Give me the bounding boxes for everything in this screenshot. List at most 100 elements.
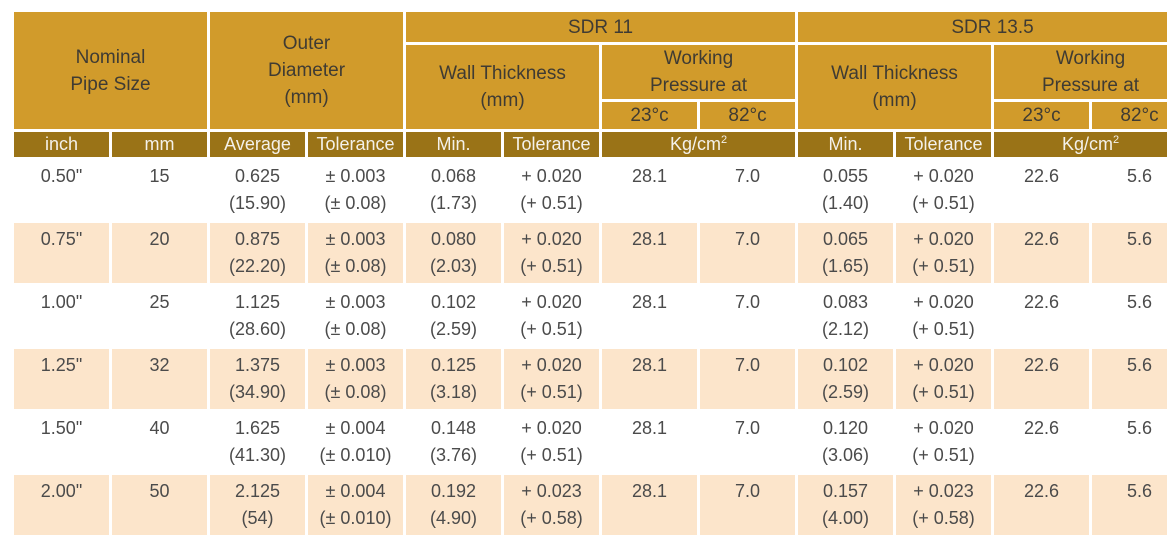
table-cell: 7.0 bbox=[700, 412, 796, 472]
header-row-units: inch mm Average Tolerance Min. Tolerance… bbox=[14, 132, 1167, 157]
table-cell: 5.6 bbox=[1092, 349, 1167, 409]
table-cell: 0.102 (2.59) bbox=[798, 349, 894, 409]
kgcm2-unit-label: Kg/cm bbox=[669, 134, 721, 154]
table-row: 0.75" 20 0.875 (22.20) ± 0.003 (± 0.08) 0.080(… bbox=[14, 223, 1167, 283]
table-cell: 0.157 (4.00) bbox=[798, 475, 894, 535]
header-outer-diameter: Outer Diameter (mm) bbox=[210, 12, 404, 129]
table-cell: 5.6 bbox=[1092, 160, 1167, 220]
table-cell: 0.120 (3.06) bbox=[798, 412, 894, 472]
table-cell: + 0.020 (+ 0.51) bbox=[504, 223, 600, 283]
table-row: 2.00" 50 2.125 (54) ± 0.004 (± 0.010) 0.192 (4.… bbox=[14, 475, 1167, 535]
subheader-min-sdr11: Min. bbox=[406, 132, 502, 157]
table-cell: 1.125 (28.60) bbox=[210, 286, 305, 346]
table-cell: 32 bbox=[112, 349, 207, 409]
table-cell: 5.6 bbox=[1092, 286, 1167, 346]
table-cell: 0.75" bbox=[14, 223, 109, 283]
table-cell: 0.068 (1.73) bbox=[406, 160, 502, 220]
header-temp-23-sdr135: 23°c bbox=[994, 102, 1090, 129]
table-cell: 22.6 bbox=[994, 286, 1090, 346]
table-cell: 7.0 bbox=[700, 223, 796, 283]
table-cell: 28.1 bbox=[602, 412, 698, 472]
subheader-average: Average bbox=[210, 132, 305, 157]
header-sdr135: SDR 13.5 bbox=[798, 12, 1167, 42]
table-cell: 22.6 bbox=[994, 223, 1090, 283]
table-cell: + 0.020 (+ 0.51) bbox=[896, 160, 992, 220]
table-cell: + 0.020 (+ 0.51) bbox=[896, 349, 992, 409]
table-cell: 0.055 (1.40) bbox=[798, 160, 894, 220]
subheader-tolerance-od: Tolerance bbox=[308, 132, 404, 157]
table-cell: 7.0 bbox=[700, 286, 796, 346]
table-cell: ± 0.004 (± 0.010) bbox=[308, 412, 404, 472]
table-cell: 28.1 bbox=[602, 349, 698, 409]
table-cell: 28.1 bbox=[602, 475, 698, 535]
table-row: 0.50" 15 0.625 (15.90) ± 0.003 (± 0.08) 0.068(… bbox=[14, 160, 1167, 220]
table-cell: 0.50" bbox=[14, 160, 109, 220]
table-cell: 22.6 bbox=[994, 475, 1090, 535]
table-cell: 2.125 (54) bbox=[210, 475, 305, 535]
subheader-tolerance-sdr11: Tolerance bbox=[504, 132, 600, 157]
header-temp-82-sdr11: 82°c bbox=[700, 102, 796, 129]
table-cell: + 0.023 (+ 0.58) bbox=[504, 475, 600, 535]
table-cell: + 0.020 (+ 0.51) bbox=[504, 349, 600, 409]
header-row-subgroups: Wall Thickness (mm) Working Pressure at … bbox=[14, 45, 1167, 129]
header-nominal-pipe-size: Nominal Pipe Size bbox=[14, 12, 207, 129]
table-cell: 7.0 bbox=[700, 160, 796, 220]
table-cell: 25 bbox=[112, 286, 207, 346]
table-cell: 0.148 (3.76) bbox=[406, 412, 502, 472]
table-cell: 28.1 bbox=[602, 286, 698, 346]
table-cell: 50 bbox=[112, 475, 207, 535]
table-cell: 0.192 (4.90) bbox=[406, 475, 502, 535]
table-cell: 0.065 (1.65) bbox=[798, 223, 894, 283]
header-working-pressure-sdr135: Working Pressure at bbox=[994, 45, 1167, 99]
header-wall-thickness-sdr135: Wall Thickness (mm) bbox=[798, 45, 992, 129]
subheader-kgcm2-sdr135: Kg/cm2 bbox=[994, 132, 1167, 157]
table-cell: ± 0.004 (± 0.010) bbox=[308, 475, 404, 535]
subheader-inch: inch bbox=[14, 132, 109, 157]
table-cell: + 0.020 (+ 0.51) bbox=[896, 286, 992, 346]
table-cell: 20 bbox=[112, 223, 207, 283]
kgcm2-superscript: 2 bbox=[1112, 134, 1120, 146]
table-cell: + 0.020 (+ 0.51) bbox=[504, 160, 600, 220]
table-cell: 0.625 (15.90) bbox=[210, 160, 305, 220]
table-cell: 2.00" bbox=[14, 475, 109, 535]
subheader-tolerance-sdr135: Tolerance bbox=[896, 132, 992, 157]
header-row-temps: 23°c 82°c 23°c 82°c bbox=[14, 102, 1167, 129]
subheader-kgcm2-sdr11: Kg/cm2 bbox=[602, 132, 796, 157]
table-cell: ± 0.003 (± 0.08) bbox=[308, 223, 404, 283]
subheader-min-sdr135: Min. bbox=[798, 132, 894, 157]
table-cell: ± 0.003 (± 0.08) bbox=[308, 349, 404, 409]
table-cell: 5.6 bbox=[1092, 475, 1167, 535]
table-cell: 0.102 (2.59) bbox=[406, 286, 502, 346]
table-cell: 0.875 (22.20) bbox=[210, 223, 305, 283]
table-body: 0.50" 15 0.625 (15.90) ± 0.003 (± 0.08) 0.068(… bbox=[14, 160, 1167, 535]
table-cell: 7.0 bbox=[700, 475, 796, 535]
table-cell: 0.083 (2.12) bbox=[798, 286, 894, 346]
table-cell: 5.6 bbox=[1092, 412, 1167, 472]
table-cell: 1.25" bbox=[14, 349, 109, 409]
header-temp-23-sdr11: 23°c bbox=[602, 102, 698, 129]
table-cell: 40 bbox=[112, 412, 207, 472]
table-cell: 1.375 (34.90) bbox=[210, 349, 305, 409]
table-cell: 5.6 bbox=[1092, 223, 1167, 283]
table-cell: 15 bbox=[112, 160, 207, 220]
table-cell: ± 0.003 (± 0.08) bbox=[308, 160, 404, 220]
table-cell: + 0.020 (+ 0.51) bbox=[504, 412, 600, 472]
table-cell: 1.50" bbox=[14, 412, 109, 472]
table-cell: 0.080 (2.03) bbox=[406, 223, 502, 283]
table-cell: 22.6 bbox=[994, 160, 1090, 220]
table-cell: + 0.020 (+ 0.51) bbox=[896, 223, 992, 283]
table-cell: 1.625 (41.30) bbox=[210, 412, 305, 472]
table-cell: 7.0 bbox=[700, 349, 796, 409]
pipe-spec-table: Nominal Pipe Size Outer Diameter (mm) SD… bbox=[11, 9, 1167, 538]
table-cell: 22.6 bbox=[994, 349, 1090, 409]
header-working-pressure-sdr11: Working Pressure at bbox=[602, 45, 796, 99]
header-wall-thickness-sdr11: Wall Thickness (mm) bbox=[406, 45, 600, 129]
table-row: 1.50" 40 1.625 (41.30) ± 0.004 (± 0.010) 0.148… bbox=[14, 412, 1167, 472]
table-row: 1.00" 25 1.125 (28.60) ± 0.003 (± 0.08) 0.102(… bbox=[14, 286, 1167, 346]
table-cell: 28.1 bbox=[602, 223, 698, 283]
header-sdr11: SDR 11 bbox=[406, 12, 796, 42]
table-cell: 1.00" bbox=[14, 286, 109, 346]
table-cell: + 0.020 (+ 0.51) bbox=[896, 412, 992, 472]
table-cell: ± 0.003 (± 0.08) bbox=[308, 286, 404, 346]
table-cell: 28.1 bbox=[602, 160, 698, 220]
